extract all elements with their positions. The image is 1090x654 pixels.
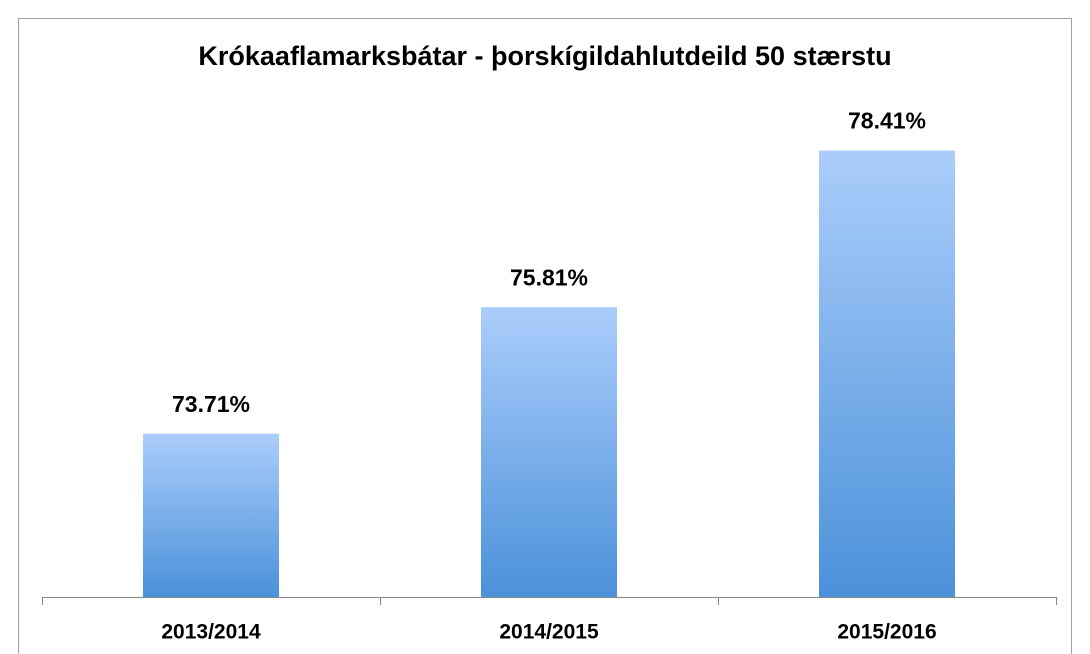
- chart-title: Krókaaflamarksbátar - þorskígildahlutdei…: [198, 41, 891, 71]
- x-tick-label: 2014/2015: [499, 621, 599, 644]
- data-label: 73.71%: [172, 391, 250, 417]
- x-tick-label: 2015/2016: [837, 621, 936, 644]
- chart-border: [18, 18, 1072, 654]
- bar: [819, 150, 955, 598]
- data-label: 78.41%: [848, 108, 926, 134]
- x-tick-label: 2013/2014: [161, 621, 261, 644]
- data-label: 75.81%: [510, 264, 588, 290]
- bar: [481, 307, 617, 597]
- bar: [143, 433, 279, 597]
